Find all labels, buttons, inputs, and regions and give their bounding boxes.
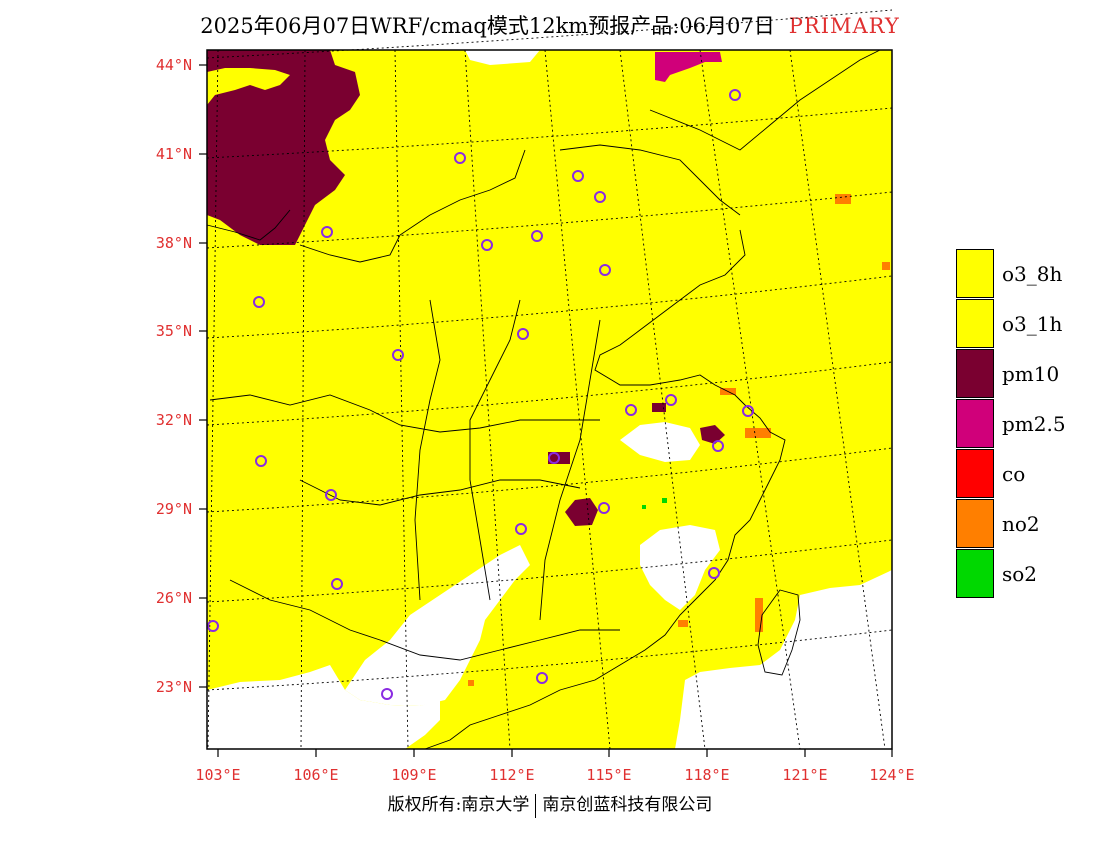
legend-label: so2	[1002, 562, 1038, 586]
map-frame	[206, 49, 893, 750]
copyright-right: 南京创蓝科技有限公司	[542, 795, 713, 815]
site-markers	[207, 89, 754, 700]
legend-swatch	[956, 299, 994, 348]
lat-label-35: 35°N	[155, 322, 192, 340]
lat-label-32: 32°N	[155, 411, 192, 429]
legend-label: no2	[1002, 512, 1040, 536]
graticule	[206, 9, 893, 750]
legend-label: o3_1h	[1002, 312, 1063, 336]
lon-label-121: 121°E	[782, 766, 828, 784]
pm25-regions	[655, 52, 722, 82]
so2-regions	[642, 498, 667, 509]
copyright-footer: 版权所有:南京大学 南京创蓝科技有限公司	[0, 790, 1100, 818]
axis-ticks	[199, 64, 893, 757]
legend-label: pm10	[1002, 362, 1060, 386]
lon-label-124: 124°E	[869, 766, 915, 784]
lat-label-44: 44°N	[155, 56, 192, 74]
primary-tag: PRIMARY	[788, 14, 900, 38]
legend-swatch	[956, 399, 994, 448]
title-text: 2025年06月07日WRF/cmaq模式12km预报产品:06月07日	[200, 14, 775, 38]
lon-label-118: 118°E	[684, 766, 730, 784]
lon-label-103: 103°E	[195, 766, 241, 784]
lat-label-38: 38°N	[155, 234, 192, 252]
legend-swatch	[956, 249, 994, 298]
boundaries	[206, 49, 881, 750]
footer-separator	[535, 793, 537, 818]
legend-label: pm2.5	[1002, 412, 1066, 436]
lon-label-112: 112°E	[489, 766, 535, 784]
lat-label-29: 29°N	[155, 500, 192, 518]
legend-label: co	[1002, 462, 1026, 486]
lat-label-26: 26°N	[155, 589, 192, 607]
lat-label-41: 41°N	[155, 145, 192, 163]
lon-label-106: 106°E	[293, 766, 339, 784]
legend-swatch	[956, 349, 994, 398]
pm10-regions	[207, 50, 725, 526]
copyright-left: 版权所有:南京大学	[387, 795, 530, 815]
map-title: 2025年06月07日WRF/cmaq模式12km预报产品:06月07日 PRIM…	[0, 10, 1100, 40]
legend-swatch	[956, 549, 994, 598]
white-regions	[207, 50, 892, 749]
lat-label-23: 23°N	[155, 678, 192, 696]
lon-label-115: 115°E	[586, 766, 632, 784]
legend-swatch	[956, 499, 994, 548]
legend-label: o3_8h	[1002, 262, 1063, 286]
legend-swatch	[956, 449, 994, 498]
lon-label-109: 109°E	[391, 766, 437, 784]
